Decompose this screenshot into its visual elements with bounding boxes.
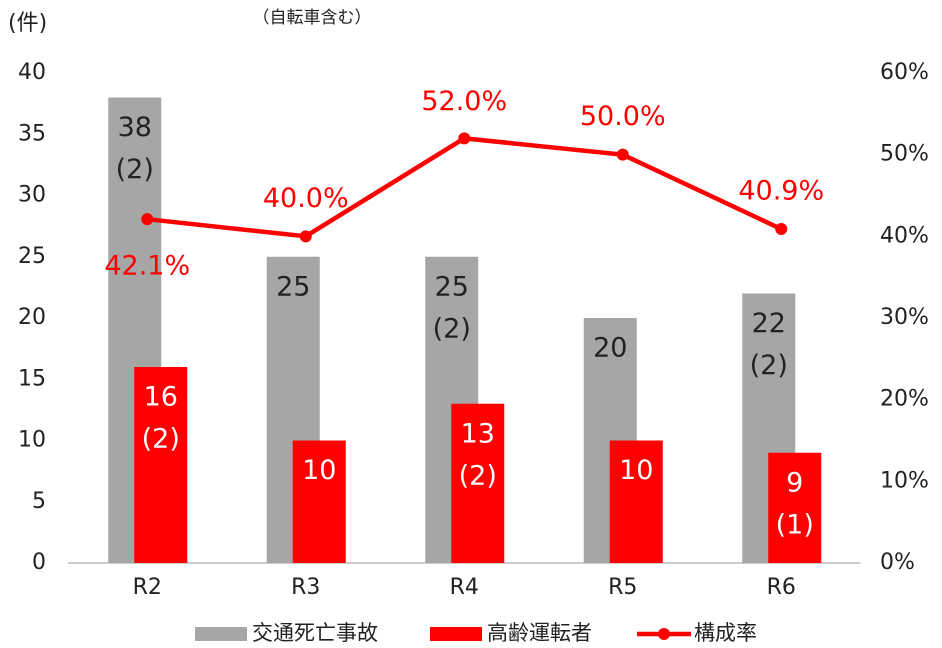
y-tick-label: 25 [18, 244, 46, 269]
line-marker [616, 148, 629, 161]
y2-tick-label: 40% [880, 223, 929, 248]
line-marker [775, 222, 788, 235]
y-tick-label: 35 [18, 121, 46, 146]
y-tick-label: 10 [18, 428, 46, 453]
y2-tick-label: 60% [880, 60, 929, 85]
y2-tick-label: 0% [880, 550, 915, 575]
line-label: 52.0% [421, 86, 507, 117]
line [147, 136, 783, 239]
y-tick-label: 20 [18, 305, 46, 330]
line-label: 40.0% [263, 183, 349, 214]
y-tick-label: 5 [32, 489, 46, 514]
y-tick-label: 15 [18, 366, 46, 391]
legend-label: 構成率 [694, 621, 757, 645]
bar [768, 452, 822, 563]
data-sub-label: (2) [142, 424, 180, 455]
data-label: 16 [144, 382, 178, 413]
legend-label: 高齢運転者 [487, 621, 592, 645]
line-marker [458, 132, 471, 145]
line-label: 40.9% [738, 175, 824, 206]
legend-swatch [430, 627, 482, 641]
legend-label: 交通死亡事故 [252, 621, 378, 645]
data-label: 25 [276, 271, 310, 302]
bar [451, 403, 505, 563]
y-axis-label: (件) [8, 11, 47, 36]
y2-tick-label: 30% [880, 305, 929, 330]
x-tick-label: R4 [450, 575, 479, 600]
line-marker [299, 230, 312, 243]
line-label: 42.1% [104, 251, 190, 282]
data-label: 10 [619, 455, 653, 486]
data-sub-label: (2) [459, 460, 497, 491]
bar [292, 440, 346, 563]
x-tick-label: R6 [767, 575, 796, 600]
data-label: 13 [461, 418, 495, 449]
x-tick-label: R3 [291, 575, 320, 600]
line-label: 50.0% [580, 101, 666, 132]
y-tick-label: 0 [32, 550, 46, 575]
legend-marker [658, 628, 670, 640]
y-tick-label: 40 [18, 60, 46, 85]
bar [134, 367, 188, 563]
data-sub-label: (1) [776, 509, 814, 540]
data-label: 38 [118, 112, 152, 143]
data-sub-label: (2) [750, 350, 788, 381]
data-label: 25 [435, 271, 469, 302]
y2-tick-label: 10% [880, 468, 929, 493]
x-tick-label: R2 [133, 575, 162, 600]
data-label: 9 [786, 467, 803, 498]
data-sub-label: (2) [433, 313, 471, 344]
y2-tick-label: 50% [880, 142, 929, 167]
data-label: 20 [593, 333, 627, 364]
x-tick-label: R5 [608, 575, 637, 600]
legend-swatch [195, 627, 247, 641]
annotation: （自転車含む） [253, 8, 372, 28]
bar [609, 440, 663, 563]
y2-tick-label: 20% [880, 387, 929, 412]
line-marker [141, 213, 154, 226]
y-tick-label: 30 [18, 183, 46, 208]
data-sub-label: (2) [116, 154, 154, 185]
data-label: 10 [302, 455, 336, 486]
data-label: 22 [752, 308, 786, 339]
